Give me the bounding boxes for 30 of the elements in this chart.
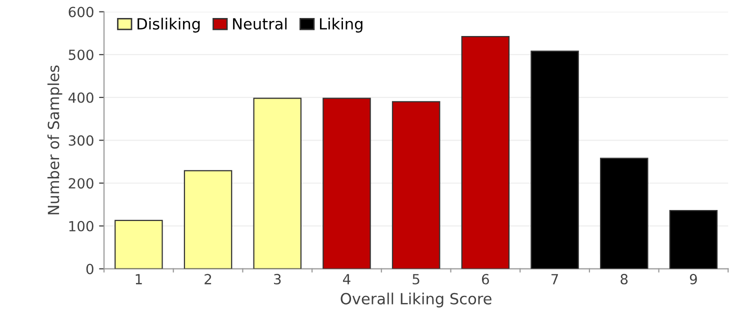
bar xyxy=(530,50,579,269)
bar xyxy=(461,36,510,269)
y-tick-label: 300 xyxy=(68,135,94,146)
y-tick-label: 400 xyxy=(68,92,94,103)
bar xyxy=(600,158,648,269)
y-tick-label: 500 xyxy=(68,50,94,60)
y-tick-label: 600 xyxy=(68,6,94,18)
x-tick-label: 4 xyxy=(342,274,350,284)
bar xyxy=(322,98,371,269)
x-tick-label: 9 xyxy=(690,274,697,284)
x-tick-label: 1 xyxy=(136,274,142,284)
y-tick-label: 0 xyxy=(86,264,94,274)
x-axis-title: Overall Liking Score xyxy=(340,292,492,308)
bar xyxy=(114,220,163,269)
x-tick-label: 2 xyxy=(204,274,212,284)
bar xyxy=(392,101,440,269)
y-tick-label: 100 xyxy=(69,220,94,232)
legend-label: Neutral xyxy=(233,18,287,30)
x-tick-label: 6 xyxy=(482,274,489,284)
legend-label: Liking xyxy=(320,18,362,33)
legend-label: Disliking xyxy=(138,18,200,33)
bar xyxy=(184,170,232,269)
x-tick-label: 7 xyxy=(551,274,558,284)
x-tick-label: 5 xyxy=(412,274,420,284)
x-tick-label: 3 xyxy=(274,274,281,284)
y-axis-title: Number of Samples xyxy=(47,66,62,214)
y-tick-label: 200 xyxy=(68,178,94,189)
bar xyxy=(253,98,302,269)
x-tick-label: 8 xyxy=(620,274,628,284)
bar xyxy=(669,210,718,269)
